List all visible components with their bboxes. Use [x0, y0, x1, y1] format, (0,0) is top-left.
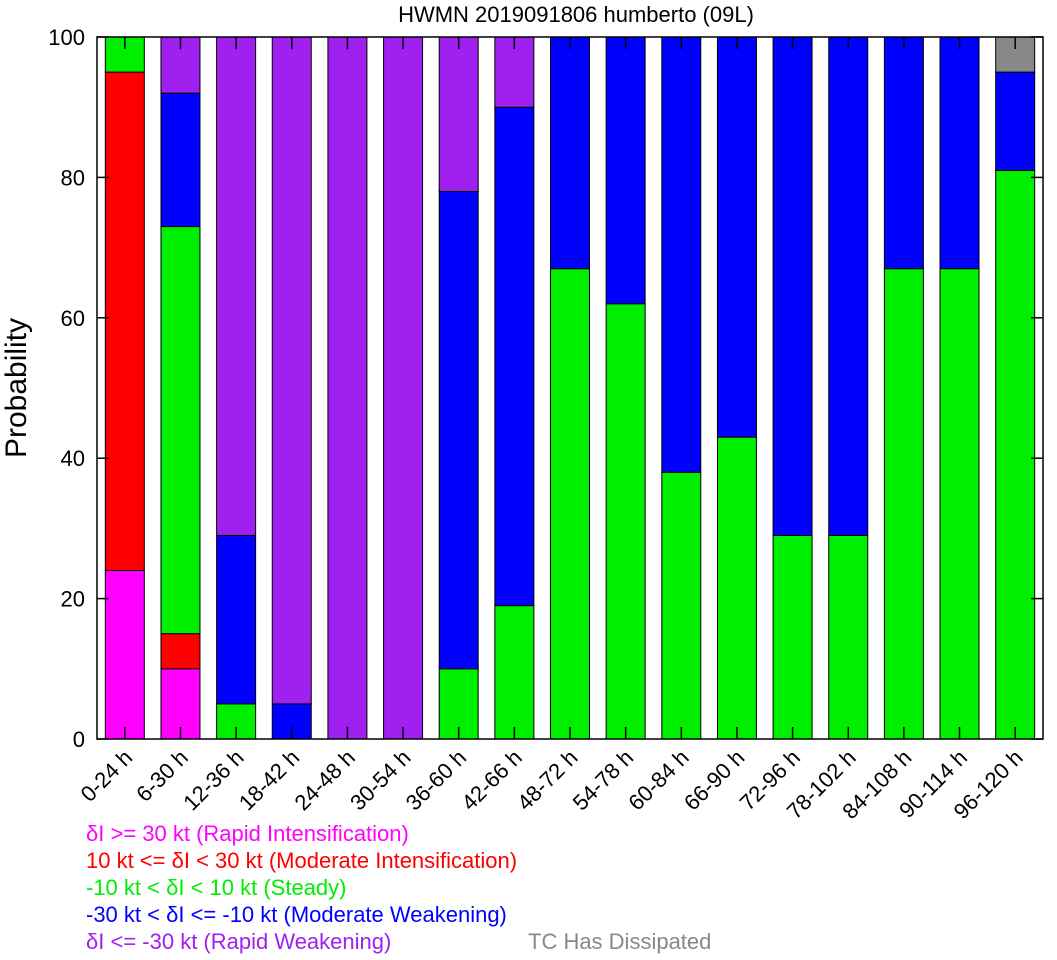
- bar-segment-72-96h-s2: [772, 534, 813, 740]
- bar-segment-24-48h-s4: [327, 36, 368, 740]
- bar-segment-72-96h-s3: [772, 36, 813, 536]
- bar-segment-6-30h-s2: [160, 226, 201, 635]
- bar-segment-42-66h-s3: [494, 106, 535, 607]
- bars-group: [104, 36, 1036, 740]
- legend-steady: -10 kt < δI < 10 kt (Steady): [86, 875, 347, 900]
- bar-segment-12-36h-s4: [216, 36, 257, 536]
- bar-segment-66-90h-s2: [716, 436, 757, 740]
- x-tick-label: 54-78 h: [568, 745, 638, 815]
- legend-moderate-weakening: -30 kt < δI <= -10 kt (Moderate Weakenin…: [86, 902, 507, 927]
- y-tick-label: 100: [48, 25, 85, 50]
- bar-segment-48-72h-s2: [550, 268, 590, 740]
- y-tick-label: 0: [73, 727, 85, 752]
- x-tick-label: 12-36 h: [178, 745, 248, 815]
- bar-segment-12-36h-s3: [216, 534, 257, 705]
- bar-segment-36-60h-s4: [438, 36, 479, 192]
- bar-segment-36-60h-s3: [438, 190, 479, 670]
- x-tick-label: 30-54 h: [345, 745, 415, 815]
- bar-segment-54-78h-s2: [605, 303, 646, 740]
- bar-segment-96-120h-s2: [995, 169, 1036, 740]
- x-tick-label: 36-60 h: [401, 745, 471, 815]
- bar-segment-66-90h-s3: [716, 36, 757, 438]
- bar-segment-90-114h-s3: [939, 36, 980, 270]
- bar-segment-84-108h-s2: [883, 268, 924, 740]
- bar-segment-0-24h-s1: [104, 71, 145, 572]
- legend-tc-dissipated: TC Has Dissipated: [528, 929, 712, 954]
- y-tick-label: 40: [61, 446, 85, 471]
- y-tick-label: 60: [61, 306, 85, 331]
- bar-segment-96-120h-s3: [995, 71, 1036, 171]
- x-tick-label: 24-48 h: [290, 745, 360, 815]
- bar-segment-60-84h-s3: [661, 36, 702, 473]
- bar-segment-60-84h-s2: [661, 471, 702, 740]
- bar-segment-0-24h-s0: [104, 570, 145, 740]
- x-tick-label: 18-42 h: [234, 745, 304, 815]
- x-tick-label: 60-84 h: [623, 745, 693, 815]
- bar-segment-78-102h-s2: [828, 534, 869, 740]
- chart-title: HWMN 2019091806 humberto (09L): [398, 2, 754, 27]
- bar-segment-6-30h-s3: [160, 92, 201, 228]
- y-axis-label: Probability: [0, 318, 33, 458]
- x-tick-label: 66-90 h: [679, 745, 749, 815]
- y-tick-label: 20: [61, 587, 85, 612]
- bar-segment-30-54h-s4: [383, 36, 424, 740]
- bar-segment-18-42h-s4: [271, 36, 312, 705]
- bar-segment-42-66h-s2: [494, 605, 535, 740]
- bar-segment-78-102h-s3: [828, 36, 869, 536]
- bar-segment-54-78h-s3: [605, 36, 646, 305]
- y-tick-label: 80: [61, 165, 85, 190]
- bar-segment-6-30h-s1: [160, 633, 201, 670]
- x-tick-label: 42-66 h: [456, 745, 526, 815]
- legend-rapid-intensification: δI >= 30 kt (Rapid Intensification): [86, 821, 409, 846]
- bar-segment-90-114h-s2: [939, 268, 980, 740]
- legend-rapid-weakening: δI <= -30 kt (Rapid Weakening): [86, 929, 392, 954]
- legend-moderate-intensification: 10 kt <= δI < 30 kt (Moderate Intensific…: [86, 848, 518, 873]
- bar-segment-48-72h-s3: [550, 36, 590, 270]
- bar-segment-84-108h-s3: [883, 36, 924, 270]
- x-tick-label: 0-24 h: [76, 745, 138, 807]
- x-tick-label: 48-72 h: [512, 745, 582, 815]
